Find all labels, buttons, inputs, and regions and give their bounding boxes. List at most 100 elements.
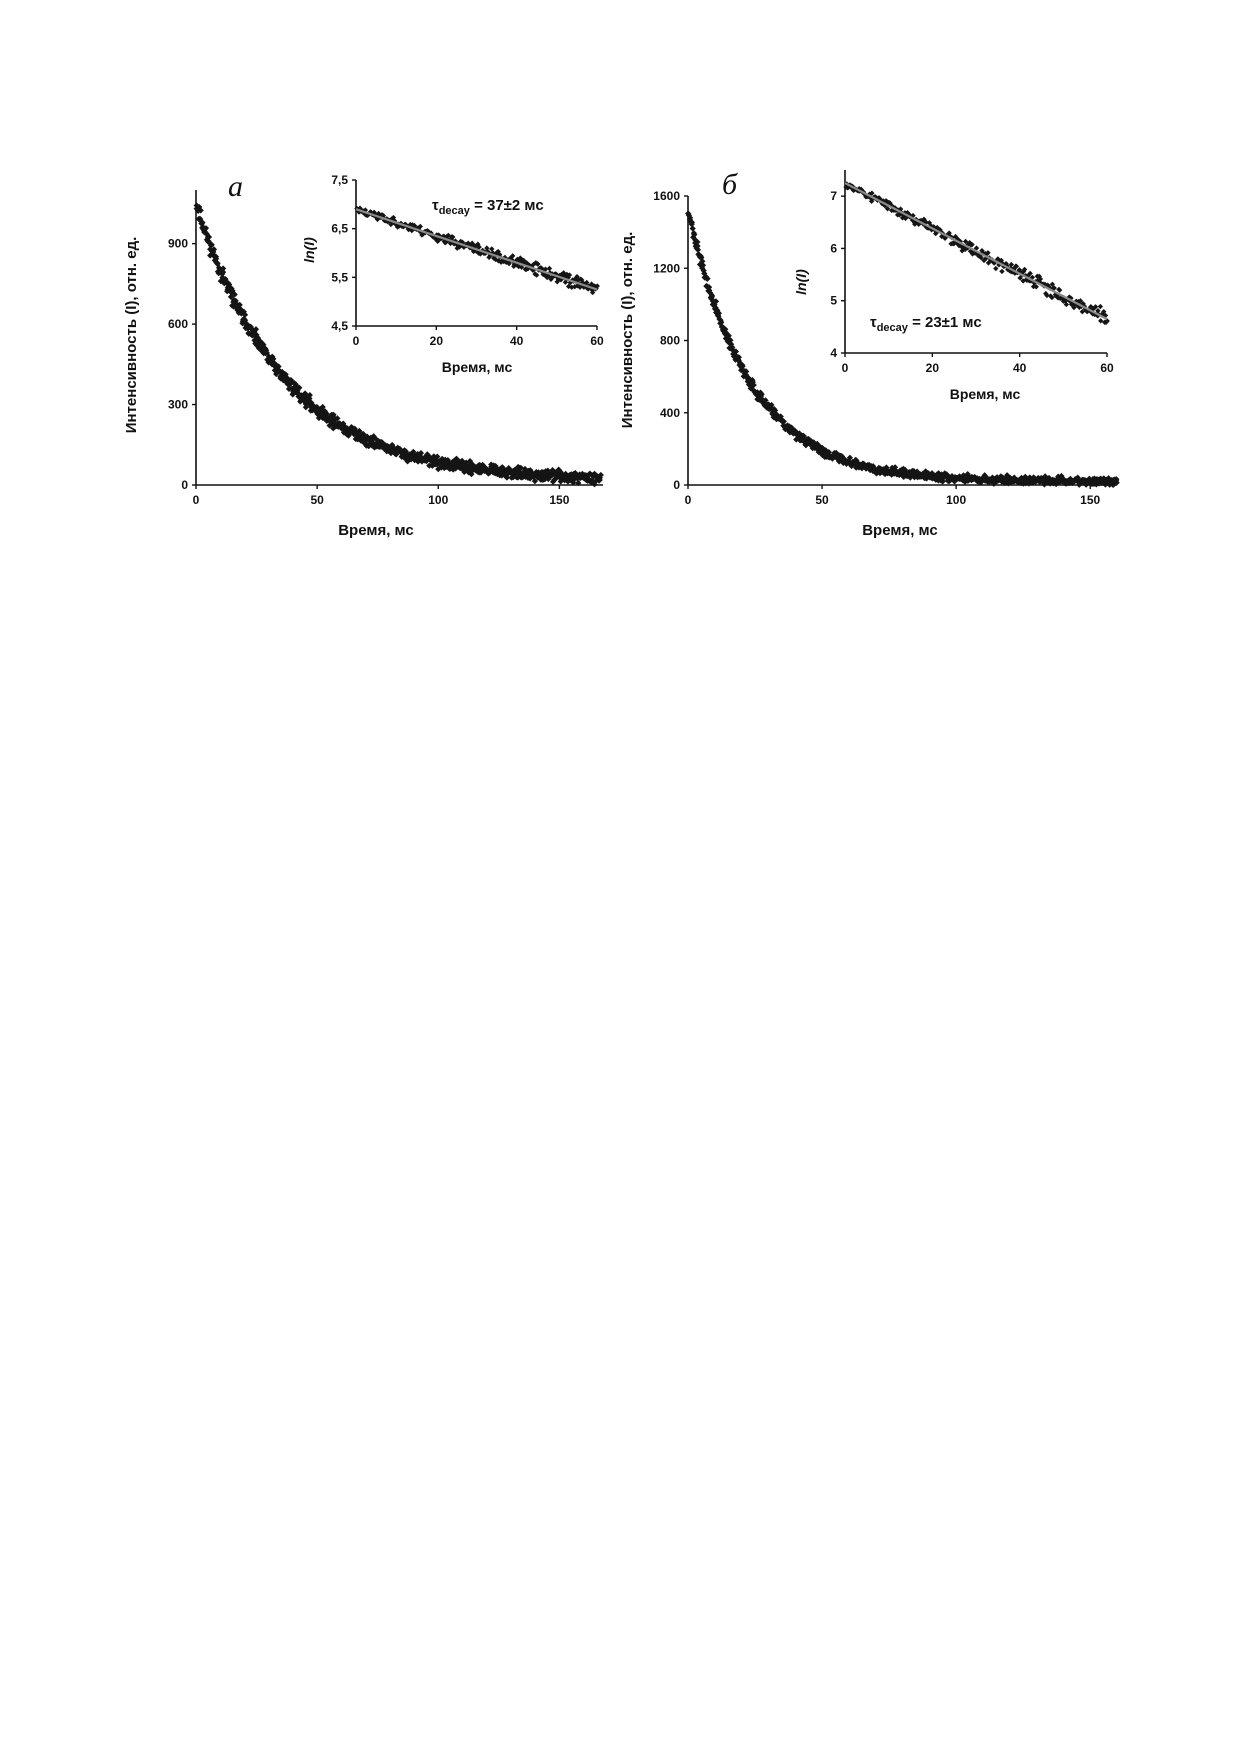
panel-b-main-data-point bbox=[712, 298, 720, 305]
panel-b-inset-y-tick-label: 6 bbox=[830, 241, 837, 255]
panel-a-main-data-point bbox=[197, 207, 204, 214]
panel-b-inset-data-point bbox=[985, 250, 991, 256]
panel-a-inset-data-point bbox=[546, 265, 553, 272]
panel-a-main-data-point bbox=[334, 415, 341, 422]
panel-b-x-axis-title: Время, мс bbox=[862, 522, 938, 539]
panel-a-tau-subscript: decay bbox=[439, 205, 471, 217]
panel-b-main-data-point bbox=[750, 381, 757, 389]
panel-a-main-data-point bbox=[236, 301, 243, 308]
panel-b-main-data-point bbox=[705, 284, 713, 291]
panel-b-inset-x-tick-label: 40 bbox=[1013, 361, 1027, 375]
panel-a-main-x-tick-label: 50 bbox=[310, 493, 324, 507]
panel-a-main-x-tick-label: 100 bbox=[428, 493, 448, 507]
panel-a-inset-axes: 0 20 40 60 4,5 5,5 6,5 7,5 bbox=[331, 173, 604, 348]
panel-a-main-data-point bbox=[410, 448, 417, 455]
panel-b-inset-data-point bbox=[1037, 276, 1044, 282]
panel-a-inset-x-tick-label: 0 bbox=[353, 334, 360, 348]
panel-a-main-x-tick-label: 150 bbox=[549, 493, 569, 507]
panel-b-main-data-point bbox=[901, 466, 909, 473]
panel-a-main-y-tick-label: 0 bbox=[181, 478, 188, 492]
panel-b-inset-data-point bbox=[1021, 266, 1028, 273]
panel-b-inset-x-tick-label: 0 bbox=[842, 361, 849, 375]
panel-a-main-x-tick-label: 0 bbox=[193, 493, 200, 507]
panel-b-main-x-tick-label: 50 bbox=[815, 493, 829, 507]
panel-b-inset-data-point bbox=[1077, 298, 1084, 304]
panel-b-main-y-tick-label: 400 bbox=[660, 406, 680, 420]
panel-a-tau-value: = 37±2 мс bbox=[470, 197, 544, 214]
panel-b-inset-fit-line bbox=[844, 182, 1108, 320]
panel-a-inset-y-tick-label: 4,5 bbox=[331, 319, 348, 333]
panel-b-inset-data-point bbox=[1051, 285, 1057, 291]
panel-b-main-x-tick-label: 0 bbox=[685, 493, 692, 507]
panel-b-main-y-tick-label: 1600 bbox=[653, 189, 680, 203]
panel-b-inset-y-axis-title: ln(I) bbox=[793, 269, 809, 295]
panel-a-main-data-point bbox=[306, 392, 313, 399]
panel-b-inset-x-tick-label: 60 bbox=[1100, 361, 1114, 375]
panel-a-main-data-point bbox=[199, 219, 206, 226]
panel-a-main-y-tick-label: 300 bbox=[168, 398, 188, 412]
panel-a-main-data-point bbox=[205, 233, 213, 241]
panel-b-label: б bbox=[722, 168, 738, 201]
panel-b-inset-data-point bbox=[1063, 301, 1070, 308]
panel-b-inset-data-point bbox=[1033, 284, 1039, 290]
panel-b-inset-y-tick-label: 5 bbox=[830, 294, 837, 308]
panel-b-main-data-point bbox=[735, 354, 742, 361]
panel-b-main-y-tick-label: 800 bbox=[660, 334, 680, 348]
panel-a-inset-fit-line bbox=[355, 208, 598, 291]
panel-a-main-data-point bbox=[417, 450, 425, 457]
panel-a-inset-data-point bbox=[533, 272, 540, 278]
panel-a-inset-x-tick-label: 40 bbox=[510, 334, 524, 348]
panel-a-main-y-tick-label: 600 bbox=[168, 317, 188, 331]
panel-a-main-data-point bbox=[434, 453, 441, 460]
panel-a-main-data-point bbox=[241, 311, 249, 318]
panel-b-main-data-point bbox=[780, 418, 787, 425]
panel-b-inset-data-point bbox=[1056, 287, 1063, 293]
panel-a-main-data-point bbox=[270, 355, 277, 362]
panel-a-main-data-point bbox=[302, 404, 309, 411]
panel-a-inset-y-axis-title: ln(I) bbox=[301, 237, 317, 263]
panel-a-tau-symbol: τ bbox=[432, 197, 439, 214]
panel-a-inset-y-tick-label: 6,5 bbox=[331, 222, 348, 236]
panel-b-main-data-point bbox=[739, 363, 746, 370]
panel-b-inset-data-point bbox=[1097, 303, 1104, 310]
panel-b-main-x-tick-label: 150 bbox=[1080, 493, 1100, 507]
panel-b-inset-data-point bbox=[993, 265, 999, 272]
panel-b-inset-data-point bbox=[1079, 309, 1086, 315]
panel-b-main-data-point bbox=[768, 401, 775, 409]
panel-a-main-data-point bbox=[202, 225, 210, 232]
panel-a-main-data-point bbox=[319, 403, 326, 411]
panel-a-inset-data-point bbox=[489, 246, 495, 252]
panel-a-main-data-point bbox=[252, 326, 260, 333]
panel-b-tau-symbol: τ bbox=[870, 314, 877, 331]
panel-a-main-data-point bbox=[275, 363, 282, 370]
panel-b-inset-y-tick-label: 7 bbox=[830, 189, 837, 203]
panel-a-main-y-tick-label: 900 bbox=[168, 237, 188, 251]
panel-a-inset-y-tick-label: 7,5 bbox=[331, 173, 348, 187]
panel-b-main-x-tick-label: 100 bbox=[946, 493, 966, 507]
panel-b-main-data-point bbox=[743, 368, 750, 375]
panel-a-inset: 0 20 40 60 4,5 5,5 6,5 7,5 Время, мс ln(I) τdec… bbox=[301, 173, 604, 375]
panel-b-main-data-point bbox=[689, 225, 696, 232]
panel-b-inset-y-tick-label: 4 bbox=[830, 346, 837, 360]
panel-a-x-axis-title: Время, мс bbox=[338, 522, 414, 539]
panel-a-tau-annotation: τdecay = 37±2 мс bbox=[432, 197, 544, 217]
panel-b-inset-data-point bbox=[999, 268, 1005, 275]
panel-a-y-axis-title: Интенсивность (I), отн. ед. bbox=[123, 237, 140, 434]
panel-a-main-data-point bbox=[296, 384, 303, 391]
panel-a-inset-data-point bbox=[509, 253, 516, 259]
panel-a-main-data-point bbox=[330, 411, 337, 418]
panel-b-tau-annotation: τdecay = 23±1 мс bbox=[870, 314, 982, 334]
panel-b-inset: 0 20 40 60 4 5 6 7 Время, мс ln(I) τdecay = 23±… bbox=[793, 170, 1114, 402]
panel-b-main-data-point bbox=[846, 454, 853, 461]
panel-b-y-axis-title: Интенсивность (I), отн. ед. bbox=[619, 232, 636, 429]
panel-a-inset-data-point bbox=[584, 279, 590, 286]
panel-a-inset-x-tick-label: 20 bbox=[430, 334, 444, 348]
panel-b-main-y-tick-label: 0 bbox=[673, 478, 680, 492]
panel-b-inset-data-point bbox=[1008, 261, 1015, 268]
panel-a-inset-x-tick-label: 60 bbox=[590, 334, 604, 348]
panel-a-inset-x-axis-title: Время, мс bbox=[442, 359, 513, 375]
